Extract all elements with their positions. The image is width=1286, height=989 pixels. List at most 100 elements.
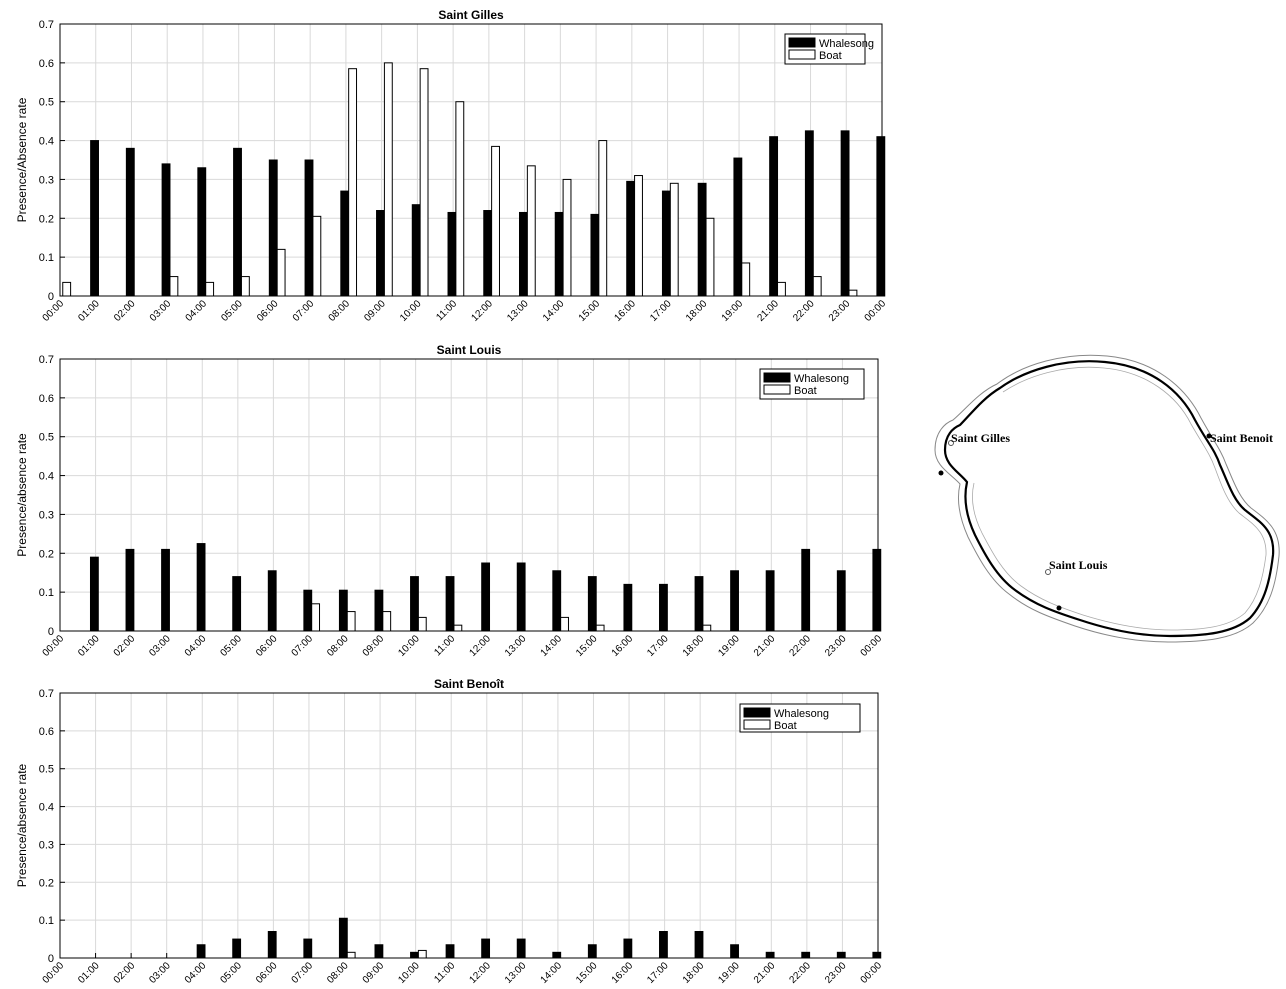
x-tick-label: 18:00 — [681, 633, 707, 659]
x-tick-label: 11:00 — [434, 298, 459, 323]
saint-gilles-marker — [948, 440, 954, 446]
whalesong-bar — [840, 130, 850, 297]
y-tick-label: 0.7 — [39, 354, 54, 366]
map-label-saint-louis: Saint Louis — [1049, 558, 1108, 572]
y-tick-label: 0.4 — [39, 802, 54, 814]
x-tick-label: 00:00 — [863, 298, 889, 324]
x-tick-label: 05:00 — [218, 633, 244, 659]
boat-bar — [634, 175, 643, 297]
x-tick-label: 00:00 — [41, 633, 67, 659]
whalesong-bar — [804, 130, 814, 297]
x-tick-label: 01:00 — [76, 633, 102, 659]
whalesong-bar — [374, 589, 384, 632]
whalesong-bar — [410, 576, 419, 632]
x-tick-label: 04:00 — [183, 960, 209, 986]
whalesong-bar — [516, 938, 526, 959]
whalesong-bar — [481, 562, 491, 632]
plot-frame — [59, 692, 879, 959]
boat-bar — [205, 281, 215, 297]
whalesong-bar — [125, 548, 135, 632]
whalesong-bar — [304, 159, 314, 297]
y-tick-label: 0.7 — [39, 19, 54, 31]
x-tick-label: 08:00 — [327, 298, 353, 324]
x-tick-label: 12:00 — [467, 960, 493, 986]
map-label-saint-gilles: Saint Gilles — [951, 431, 1011, 445]
whalesong-bar — [730, 944, 739, 959]
whalesong-bar — [552, 570, 562, 632]
x-tick-label: 15:00 — [574, 960, 600, 986]
x-tick-label: 22:00 — [788, 633, 814, 659]
x-tick-label: 19:00 — [716, 960, 742, 986]
boat-bar — [382, 611, 392, 632]
whalesong-bar — [623, 583, 633, 632]
boat-bar — [62, 281, 72, 297]
y-tick-label: 0 — [48, 291, 54, 303]
x-tick-label: 23:00 — [827, 298, 853, 324]
y-tick-label: 0 — [48, 953, 54, 965]
whalesong-bar — [232, 576, 242, 632]
x-tick-label: 15:00 — [574, 633, 600, 659]
whalesong-bar — [587, 576, 597, 632]
whalesong-bar — [233, 147, 242, 297]
x-tick-label: 03:00 — [147, 960, 173, 986]
boat-bar — [240, 276, 250, 297]
y-tick-label: 0.3 — [39, 174, 54, 186]
whalesong-bar — [267, 931, 277, 959]
whalesong-bar — [340, 190, 350, 297]
y-tick-label: 0.6 — [39, 58, 54, 70]
y-tick-label: 0.5 — [39, 97, 54, 109]
chart-title: Saint Gilles — [438, 8, 504, 22]
boat-bar — [491, 145, 500, 297]
whalesong-bar — [659, 583, 668, 632]
whalesong-bar — [161, 548, 170, 632]
x-tick-label: 21:00 — [752, 960, 778, 986]
x-tick-label: 16:00 — [610, 633, 636, 659]
x-tick-label: 06:00 — [254, 633, 280, 659]
x-tick-label: 17:00 — [645, 960, 671, 986]
boat-bar — [812, 276, 822, 297]
y-tick-label: 0.2 — [39, 877, 54, 889]
whalesong-bar — [694, 931, 704, 959]
whalesong-bar — [338, 589, 348, 632]
boat-bar — [312, 215, 322, 297]
whalesong-bar — [197, 167, 207, 297]
plot-frame — [59, 358, 879, 632]
y-axis-label: Presence/absence rate — [15, 433, 29, 557]
x-tick-label: 08:00 — [325, 960, 351, 986]
whalesong-bar — [836, 951, 846, 959]
y-tick-label: 0.3 — [39, 509, 54, 521]
x-tick-label: 01:00 — [76, 298, 102, 324]
x-tick-label: 18:00 — [681, 960, 707, 986]
x-tick-label: 00:00 — [41, 298, 67, 324]
reunion-island-map: Saint Gilles Saint Benoit Saint Louis — [915, 340, 1285, 650]
x-tick-label: 02:00 — [112, 960, 138, 986]
whalesong-bar — [733, 157, 743, 297]
legend-label: Boat — [774, 720, 797, 732]
whalesong-bar — [769, 136, 779, 297]
y-tick-label: 0.4 — [39, 136, 54, 148]
whalesong-bar — [267, 570, 277, 632]
x-tick-label: 11:00 — [432, 960, 457, 985]
boat-bar — [705, 217, 715, 297]
boat-bar — [669, 182, 679, 297]
y-tick-label: 0.1 — [39, 915, 54, 927]
x-tick-label: 23:00 — [823, 633, 849, 659]
x-tick-label: 06:00 — [254, 960, 280, 986]
whalesong-bar — [90, 140, 99, 297]
whalesong-bar — [730, 570, 739, 632]
whalesong-bar — [196, 944, 206, 959]
boat-bar — [346, 611, 356, 632]
legend-label: Whalesong — [774, 708, 829, 720]
x-tick-label: 02:00 — [112, 633, 138, 659]
y-axis-label: Presence/absence rate — [15, 763, 29, 887]
boat-bar — [311, 603, 321, 632]
chart-title: Saint Benoît — [434, 677, 504, 691]
x-tick-label: 12:00 — [470, 298, 496, 324]
x-tick-label: 10:00 — [396, 960, 422, 986]
legend-swatch — [743, 719, 771, 730]
site-marker — [938, 470, 944, 476]
whalesong-bar — [765, 570, 775, 632]
island-outline — [934, 354, 1280, 643]
x-tick-label: 01:00 — [76, 960, 102, 986]
